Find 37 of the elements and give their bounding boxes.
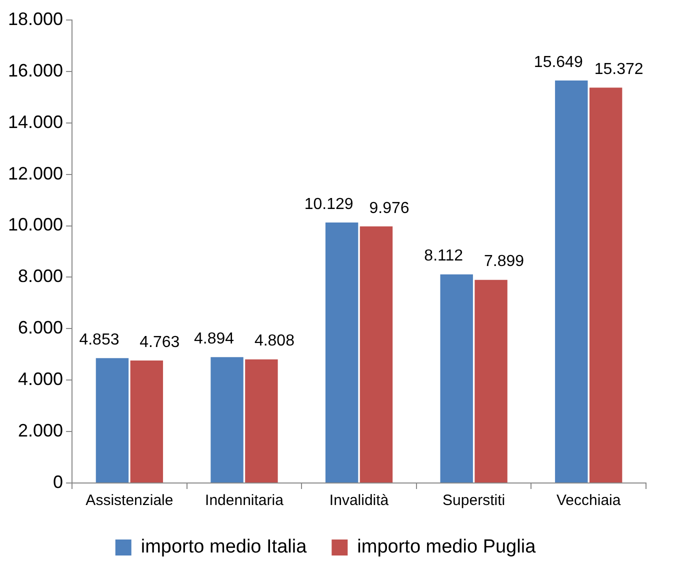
data-label: 4.763 xyxy=(140,334,180,351)
y-tick-label: 8.000 xyxy=(18,266,64,286)
data-label: 15.649 xyxy=(534,54,583,71)
bar xyxy=(474,280,508,482)
bar xyxy=(96,358,129,482)
bar xyxy=(210,357,244,482)
y-tick-label: 2.000 xyxy=(18,420,64,441)
y-tick-label: 12.000 xyxy=(8,163,64,184)
y-tick-label: 16.000 xyxy=(8,60,64,80)
data-label: 4.853 xyxy=(79,332,120,349)
y-tick-label: 0 xyxy=(53,472,64,492)
x-tick-label: Superstiti xyxy=(442,492,506,510)
y-tick-label: 4.000 xyxy=(18,369,64,390)
bar xyxy=(555,80,588,482)
y-tick-label: 18.000 xyxy=(8,8,64,29)
legend-label: importo medio Puglia xyxy=(357,536,536,558)
data-label: 4.808 xyxy=(254,332,295,350)
data-label: 4.894 xyxy=(194,330,234,348)
bar xyxy=(325,222,358,482)
x-tick-label: Vecchiaia xyxy=(556,492,622,510)
bar xyxy=(360,226,393,482)
bar xyxy=(440,274,473,482)
data-label: 7.899 xyxy=(484,253,524,270)
y-tick-label: 10.000 xyxy=(8,214,64,235)
data-label: 15.372 xyxy=(594,61,644,78)
bar xyxy=(130,360,164,482)
data-label: 9.976 xyxy=(369,200,410,217)
y-tick-label: 14.000 xyxy=(8,112,64,132)
data-label: 8.112 xyxy=(424,248,464,265)
data-label: 10.129 xyxy=(304,196,354,213)
x-tick-label: Invalidità xyxy=(329,492,390,510)
legend-label: importo medio Italia xyxy=(140,536,308,558)
bar xyxy=(245,359,278,482)
bar xyxy=(589,88,622,482)
x-tick-label: Assistenziale xyxy=(86,492,174,510)
y-tick-label: 6.000 xyxy=(18,318,64,338)
x-tick-label: Indennitaria xyxy=(205,492,284,510)
